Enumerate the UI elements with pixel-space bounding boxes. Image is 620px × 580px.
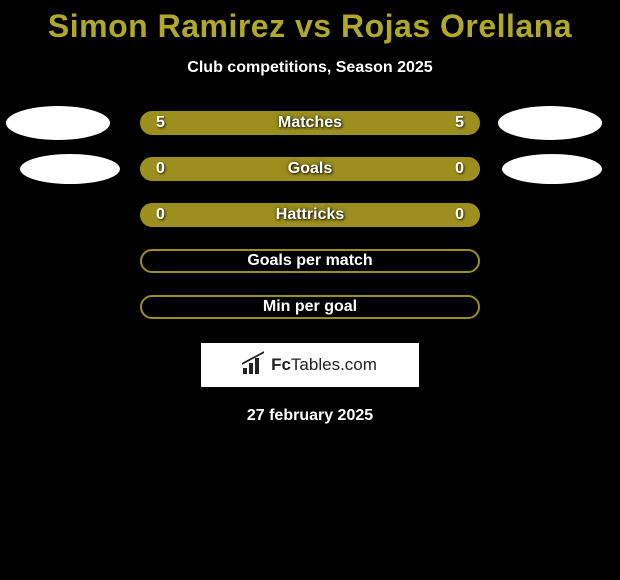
chart-icon <box>243 356 265 374</box>
stat-rows: 5 Matches 5 0 Goals 0 0 Hattricks 0 Goals per mat… <box>0 111 620 319</box>
brand-text: FcTables.com <box>271 355 377 375</box>
stat-value-right: 0 <box>455 160 464 178</box>
stat-row: 0 Hattricks 0 <box>0 203 620 227</box>
stat-row: 5 Matches 5 <box>0 111 620 135</box>
stat-label: Min per goal <box>263 298 357 316</box>
subtitle: Club competitions, Season 2025 <box>0 59 620 77</box>
player-badge-right <box>502 154 602 184</box>
player-badge-left <box>6 106 110 140</box>
stat-label: Goals per match <box>247 252 372 270</box>
stat-bar: 5 Matches 5 <box>140 111 480 135</box>
player-badge-left <box>20 154 120 184</box>
player-badge-right <box>498 106 602 140</box>
date-text: 27 february 2025 <box>0 407 620 425</box>
stat-value-left: 0 <box>156 206 165 224</box>
stat-bar: 0 Hattricks 0 <box>140 203 480 227</box>
comparison-card: Simon Ramirez vs Rojas Orellana Club com… <box>0 0 620 580</box>
stat-label: Hattricks <box>276 206 344 224</box>
stat-label: Matches <box>278 114 342 132</box>
brand-logo: FcTables.com <box>201 343 419 387</box>
stat-row: Goals per match <box>0 249 620 273</box>
stat-label: Goals <box>288 160 332 178</box>
brand-rest: Tables.com <box>291 355 377 374</box>
stat-value-left: 0 <box>156 160 165 178</box>
stat-bar: 0 Goals 0 <box>140 157 480 181</box>
stat-bar: Min per goal <box>140 295 480 319</box>
stat-value-right: 0 <box>455 206 464 224</box>
stat-row: Min per goal <box>0 295 620 319</box>
stat-row: 0 Goals 0 <box>0 157 620 181</box>
page-title: Simon Ramirez vs Rojas Orellana <box>0 8 620 45</box>
stat-bar: Goals per match <box>140 249 480 273</box>
stat-value-left: 5 <box>156 114 165 132</box>
brand-strong: Fc <box>271 355 291 374</box>
stat-value-right: 5 <box>455 114 464 132</box>
